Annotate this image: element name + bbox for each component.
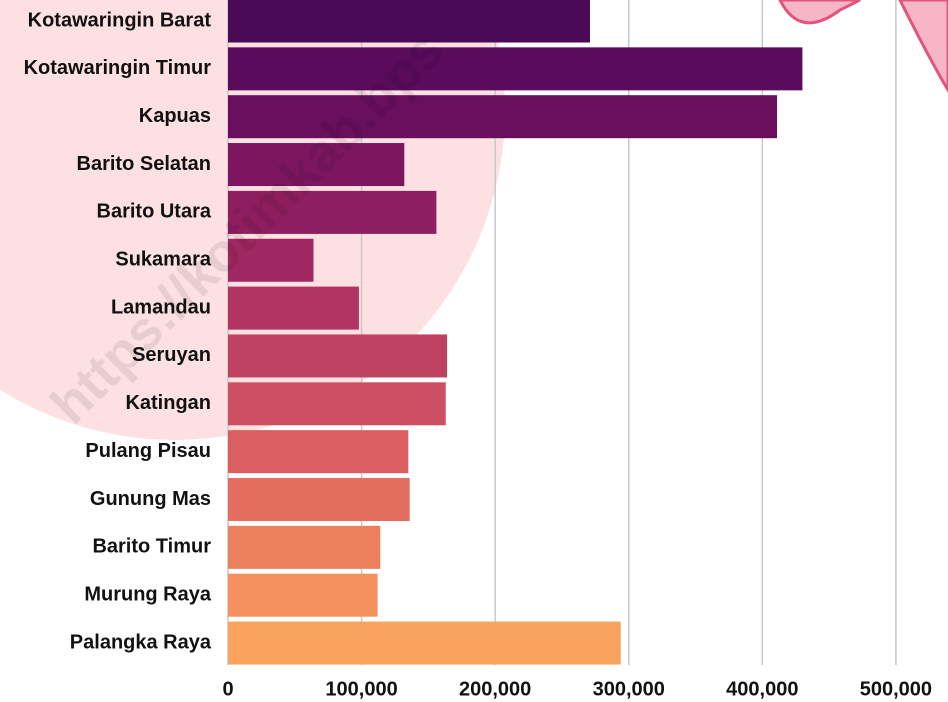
- y-tick-label: Lamandau: [111, 296, 211, 318]
- y-tick-label: Kotawaringin Timur: [24, 57, 212, 79]
- y-tick-label: Pulang Pisau: [85, 440, 211, 462]
- x-tick-label: 400,000: [726, 678, 798, 700]
- bar: [228, 430, 409, 474]
- y-tick-label: Seruyan: [132, 344, 211, 366]
- y-tick-label: Barito Selatan: [77, 153, 211, 175]
- bar: [228, 143, 405, 187]
- y-tick-label: Kotawaringin Barat: [28, 9, 212, 31]
- y-tick-label: Sukamara: [115, 249, 211, 271]
- y-tick-label: Murung Raya: [84, 583, 212, 605]
- bar: [228, 334, 448, 378]
- y-tick-label: Kapuas: [139, 105, 211, 127]
- bar: [228, 95, 778, 139]
- x-tick-label: 0: [222, 678, 233, 700]
- x-tick-label: 500,000: [860, 678, 932, 700]
- y-tick-label: Gunung Mas: [90, 488, 211, 510]
- x-tick-label: 200,000: [459, 678, 531, 700]
- bar: [228, 286, 359, 330]
- decoration: [778, 0, 948, 93]
- y-tick-label: Barito Utara: [97, 201, 212, 223]
- bar: [228, 47, 803, 91]
- bar: [228, 621, 621, 665]
- bar: [228, 573, 378, 617]
- bar: [228, 0, 591, 43]
- bar: [228, 190, 437, 234]
- y-tick-label: Palangka Raya: [70, 631, 212, 653]
- x-tick-label: 300,000: [593, 678, 665, 700]
- y-tick-label: Barito Timur: [92, 536, 211, 558]
- x-tick-label: 100,000: [325, 678, 397, 700]
- bar: [228, 525, 381, 569]
- bars: [228, 0, 803, 665]
- bar: [228, 238, 314, 282]
- bar: [228, 478, 410, 521]
- y-tick-label: Katingan: [125, 392, 211, 414]
- bar: [228, 382, 446, 426]
